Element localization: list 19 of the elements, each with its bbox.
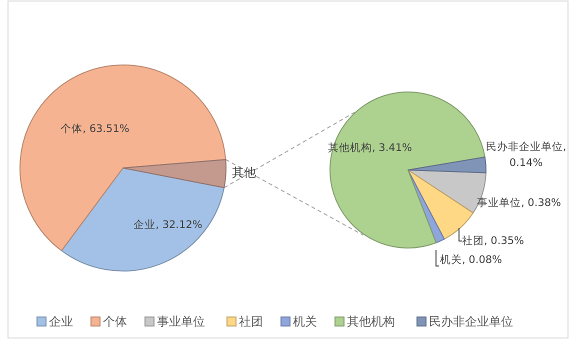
pie-slice [61,168,225,272]
legend-label: 机关 [293,314,317,328]
legend-label: 社团 [239,314,263,328]
legend-label: 其他机构 [347,314,395,328]
legend-label: 事业单位 [157,314,205,328]
legend-label: 民办非企业单位 [429,314,513,328]
pie-slice [122,159,226,188]
pie-slice [408,170,486,214]
pie-slice [408,156,486,174]
data-label: 社团, 0.35% [462,234,524,247]
legend-label: 个体 [103,314,127,328]
pie-slice [20,64,226,252]
data-label: 个体, 63.51% [60,122,130,135]
legend-label: 企业 [49,314,73,328]
data-label: 民办非企业单位, 0.14% [486,140,566,169]
data-label: 企业, 32.12% [134,218,202,231]
data-label: 事业单位, 0.38% [477,196,562,209]
slice-label: 其他 [232,165,256,180]
data-label: 机关, 0.08% [440,252,502,266]
